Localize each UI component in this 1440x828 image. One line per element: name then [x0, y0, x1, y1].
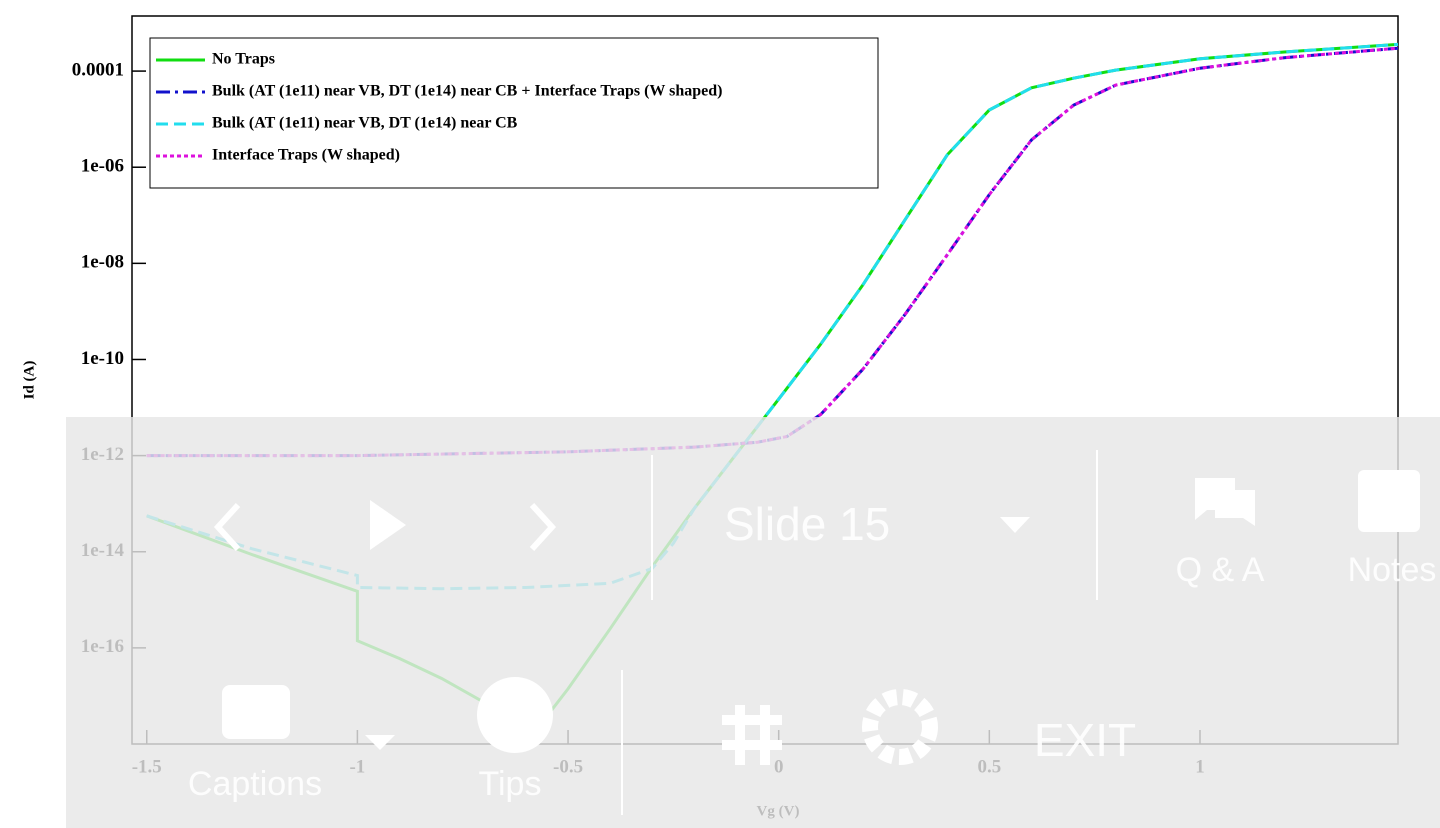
- qa-icon[interactable]: [1195, 478, 1255, 526]
- legend-label: Bulk (AT (1e11) near VB, DT (1e14) near …: [212, 115, 518, 132]
- slide-dropdown[interactable]: [1000, 517, 1030, 533]
- legend-label: Interface Traps (W shaped): [212, 147, 400, 164]
- slideshow-controls: Slide 15 Q & A Notes Captions Tips EXIT: [66, 417, 1440, 828]
- next-button[interactable]: [529, 502, 557, 552]
- slide-label[interactable]: Slide 15: [724, 498, 890, 550]
- play-button[interactable]: [370, 500, 406, 550]
- series-line: [146, 42, 1399, 591]
- notes-icon[interactable]: [1358, 470, 1420, 532]
- legend-label: No Traps: [212, 51, 275, 68]
- exit-button[interactable]: EXIT: [1034, 714, 1136, 766]
- grid-icon[interactable]: [722, 705, 782, 765]
- captions-dropdown[interactable]: [365, 735, 395, 750]
- settings-icon[interactable]: [862, 689, 938, 765]
- y-tick-label: 1e-06: [81, 156, 124, 177]
- legend-label: Bulk (AT (1e11) near VB, DT (1e14) near …: [212, 83, 722, 100]
- tips-icon[interactable]: [477, 677, 553, 753]
- y-axis-label: Id (A): [21, 361, 37, 400]
- y-tick-label: 1e-10: [81, 348, 124, 369]
- captions-label[interactable]: Captions: [188, 765, 322, 803]
- captions-icon[interactable]: [222, 685, 290, 739]
- y-tick-label: 1e-08: [81, 252, 124, 273]
- tips-label[interactable]: Tips: [479, 765, 542, 803]
- prev-button[interactable]: [213, 502, 241, 552]
- notes-label[interactable]: Notes: [1348, 551, 1437, 589]
- y-tick-label: 0.0001: [72, 59, 124, 80]
- qa-label[interactable]: Q & A: [1176, 551, 1265, 589]
- legend-box: [149, 37, 879, 189]
